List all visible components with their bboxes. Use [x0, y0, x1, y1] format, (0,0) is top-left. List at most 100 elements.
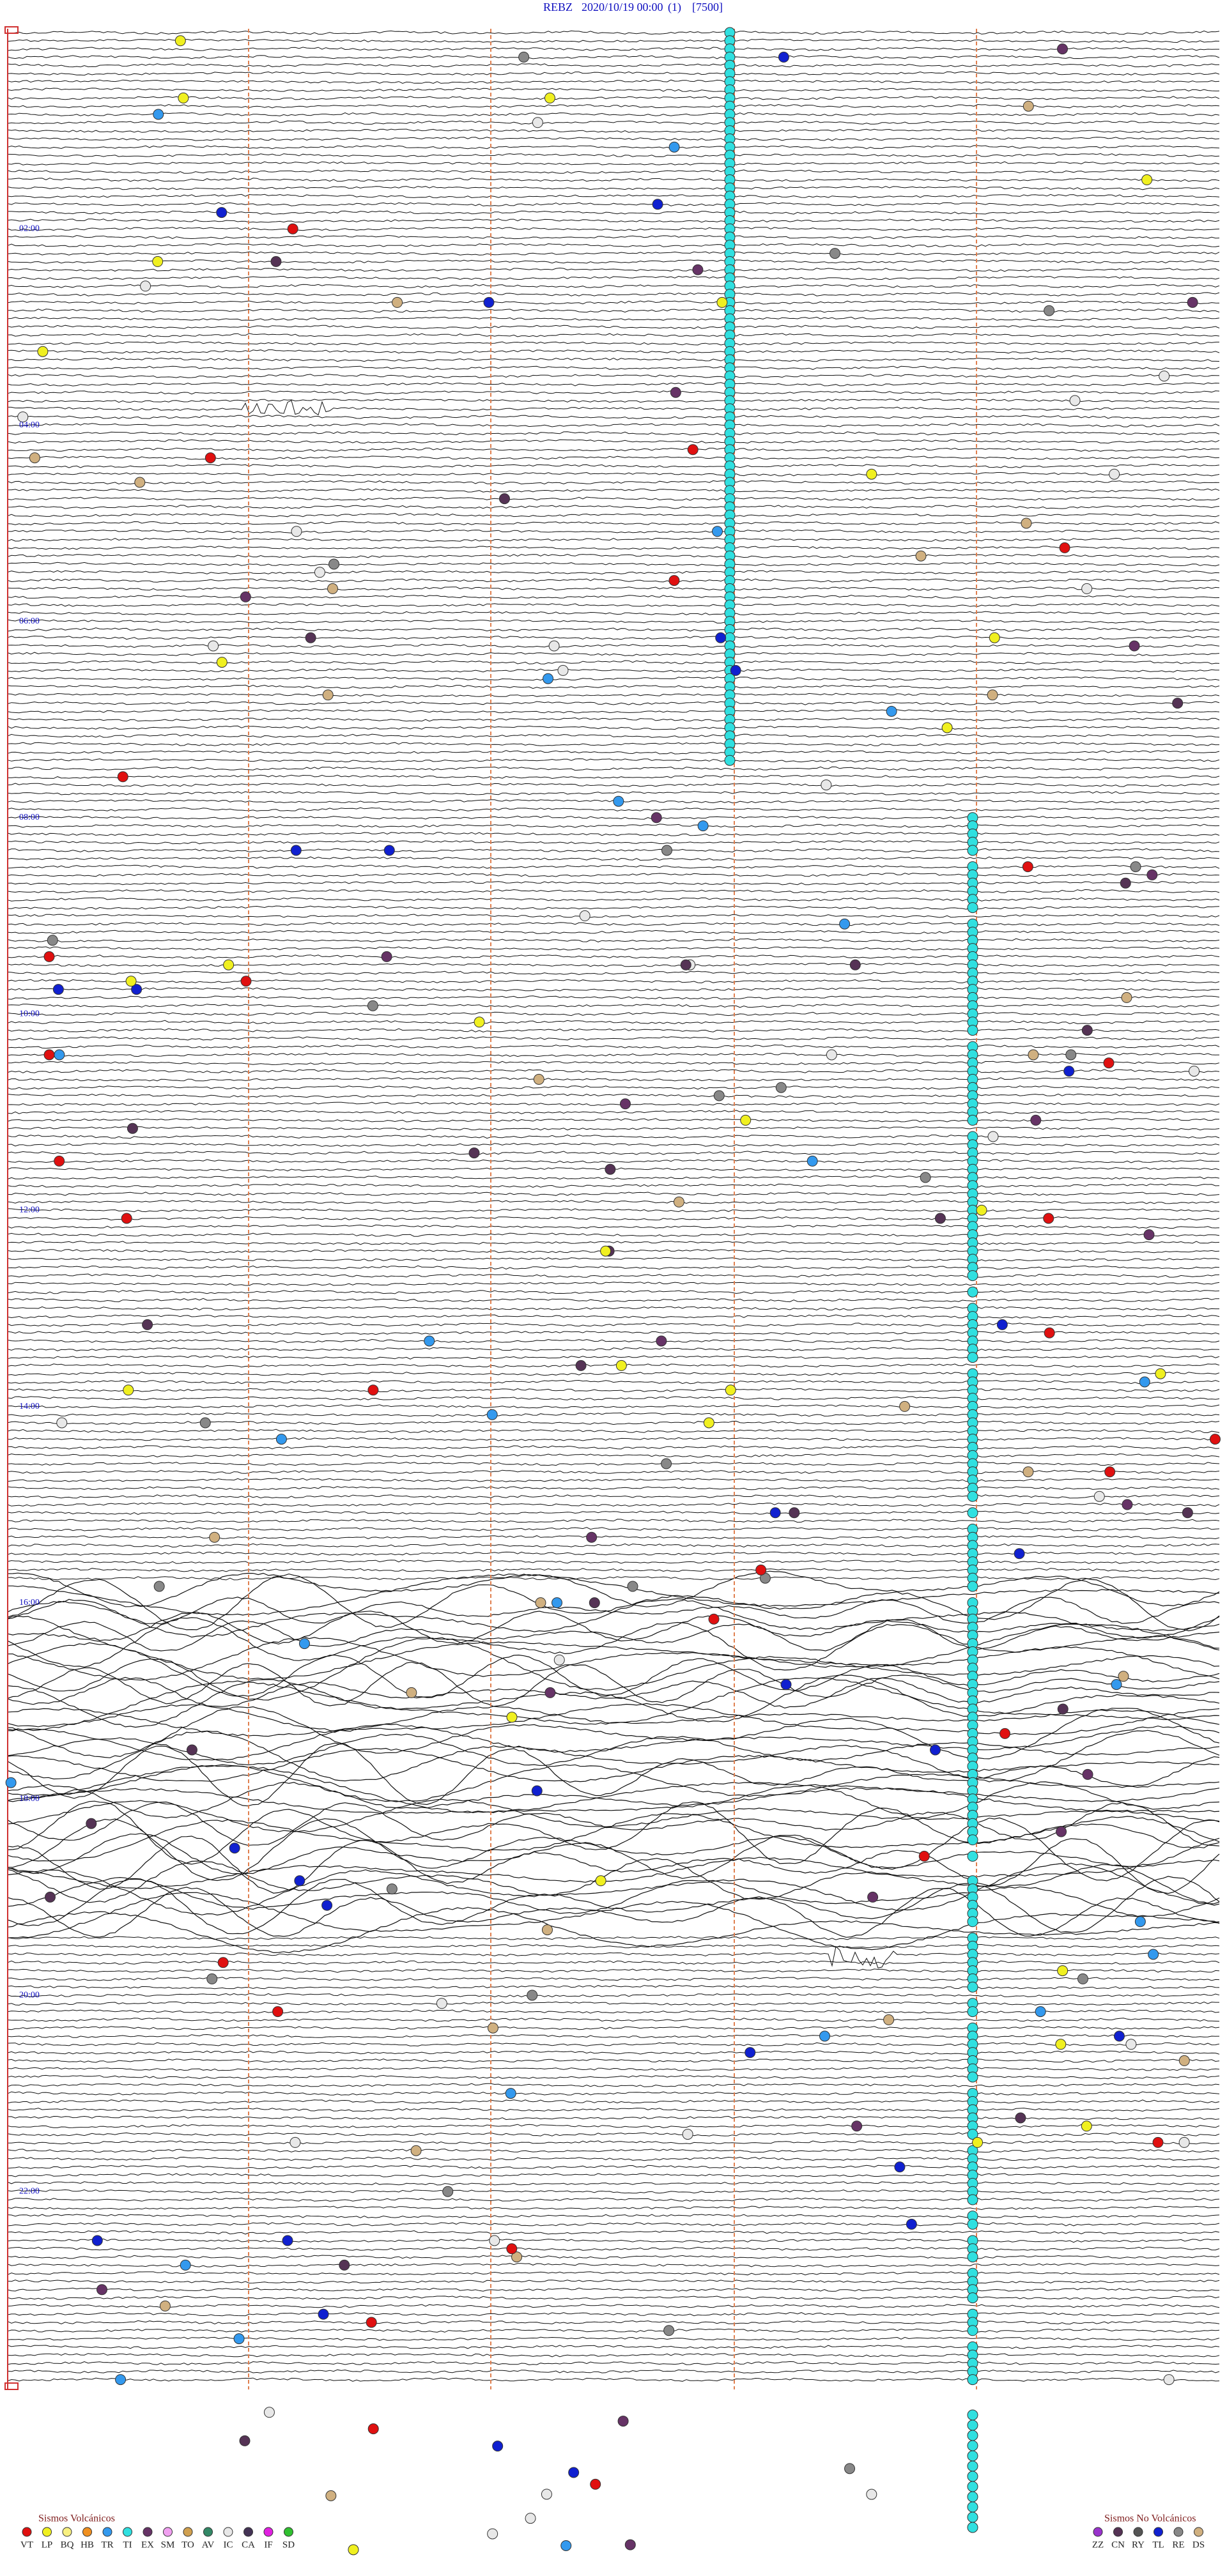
legend-label: IF [264, 2540, 272, 2550]
event-dot [617, 2416, 629, 2427]
event-dot [1121, 992, 1132, 1003]
hour-label: 08:00 [19, 813, 40, 822]
event-dot [294, 1875, 305, 1887]
trace [7, 1175, 1220, 1180]
event-dot [883, 2014, 895, 2025]
legend-title: Sismos Volcánicos [38, 2513, 115, 2524]
trace [7, 1232, 1220, 1237]
event-dot [535, 1597, 546, 1609]
trace [7, 2026, 1220, 2030]
trace [7, 717, 1220, 722]
event-dot [867, 1891, 879, 1903]
event-dot [321, 1899, 333, 1911]
trace [7, 1331, 1220, 1335]
event-dot [663, 2325, 675, 2336]
trace [7, 63, 1220, 68]
trace [7, 1085, 1220, 1090]
event-dot [703, 1417, 714, 1429]
legend-dot [143, 2527, 153, 2537]
trace [7, 750, 1220, 755]
event-dot [544, 1687, 556, 1698]
event-dot [1139, 1376, 1150, 1388]
trace [7, 1429, 1220, 1434]
event-dot [43, 951, 55, 962]
event-dot [1155, 1368, 1166, 1379]
event-dot [492, 2441, 504, 2452]
event-dot [541, 2488, 552, 2500]
end-mark [4, 2382, 19, 2390]
event-dot [668, 575, 680, 586]
legend-dot [243, 2527, 253, 2537]
trace [7, 1011, 1220, 1016]
event-dot [366, 2317, 377, 2328]
trace [7, 79, 1220, 84]
event-dot [1082, 1768, 1093, 1780]
event-dot [553, 1654, 565, 1666]
event-dot [275, 1434, 287, 1445]
trace [7, 259, 1220, 264]
trace [7, 766, 1220, 771]
trace [7, 96, 1220, 100]
trace [7, 357, 1220, 362]
event-dot [967, 2325, 978, 2336]
event-dot [692, 264, 704, 275]
trace [7, 2222, 1220, 2227]
event-dot [697, 820, 709, 832]
event-dot [548, 640, 560, 652]
trace [7, 930, 1220, 934]
event-dot [506, 2243, 518, 2255]
trace [7, 1044, 1220, 1049]
legend-dot [22, 2527, 32, 2537]
event-dot [1125, 2039, 1137, 2050]
event-dot [208, 640, 219, 652]
legend-label: IC [224, 2540, 233, 2550]
trace [7, 161, 1220, 165]
event-dot [153, 1581, 165, 1592]
trace [7, 1862, 1220, 1916]
trace [7, 611, 1220, 616]
trace [7, 1282, 1220, 1286]
event-dot [1044, 305, 1055, 316]
trace [7, 905, 1220, 910]
trace [7, 1469, 1220, 1475]
event-dot [223, 959, 235, 970]
event-dot [1182, 1507, 1193, 1519]
event-dot [506, 1712, 518, 1723]
event-dot [127, 1123, 138, 1134]
trace [7, 284, 1220, 289]
trace [7, 970, 1220, 976]
trace [7, 333, 1220, 337]
event-dot [216, 207, 228, 218]
trace [7, 251, 1220, 256]
trace [7, 2238, 1219, 2243]
trace [7, 243, 1220, 247]
event-dot [1030, 1114, 1042, 1126]
event-dot [1044, 1327, 1055, 1338]
trace [7, 1028, 1220, 1032]
trace [7, 1801, 1220, 1846]
trace [7, 1568, 1220, 1572]
trace [7, 471, 1220, 477]
trace [7, 47, 1219, 51]
trace [7, 1412, 1220, 1417]
trace [7, 2181, 1220, 2186]
trace [8, 1437, 1220, 1441]
trace [7, 169, 1220, 174]
event-dot [613, 795, 624, 807]
event-dot [287, 223, 298, 234]
legend-label: ZZ [1092, 2540, 1104, 2550]
trace [7, 1192, 1220, 1196]
event-dot [1134, 1916, 1146, 1928]
event-dot [527, 1989, 538, 2001]
legend-dot [203, 2527, 213, 2537]
legend-label: DS [1192, 2540, 1205, 2550]
event-dot [789, 1507, 800, 1519]
trace [7, 2255, 1220, 2259]
event-dot [29, 452, 40, 464]
event-dot [967, 2481, 978, 2492]
event-dot [716, 296, 728, 308]
event-dot [123, 1384, 134, 1396]
trace [7, 120, 1220, 125]
trace [7, 2058, 1220, 2063]
event-dot [1055, 2039, 1067, 2050]
